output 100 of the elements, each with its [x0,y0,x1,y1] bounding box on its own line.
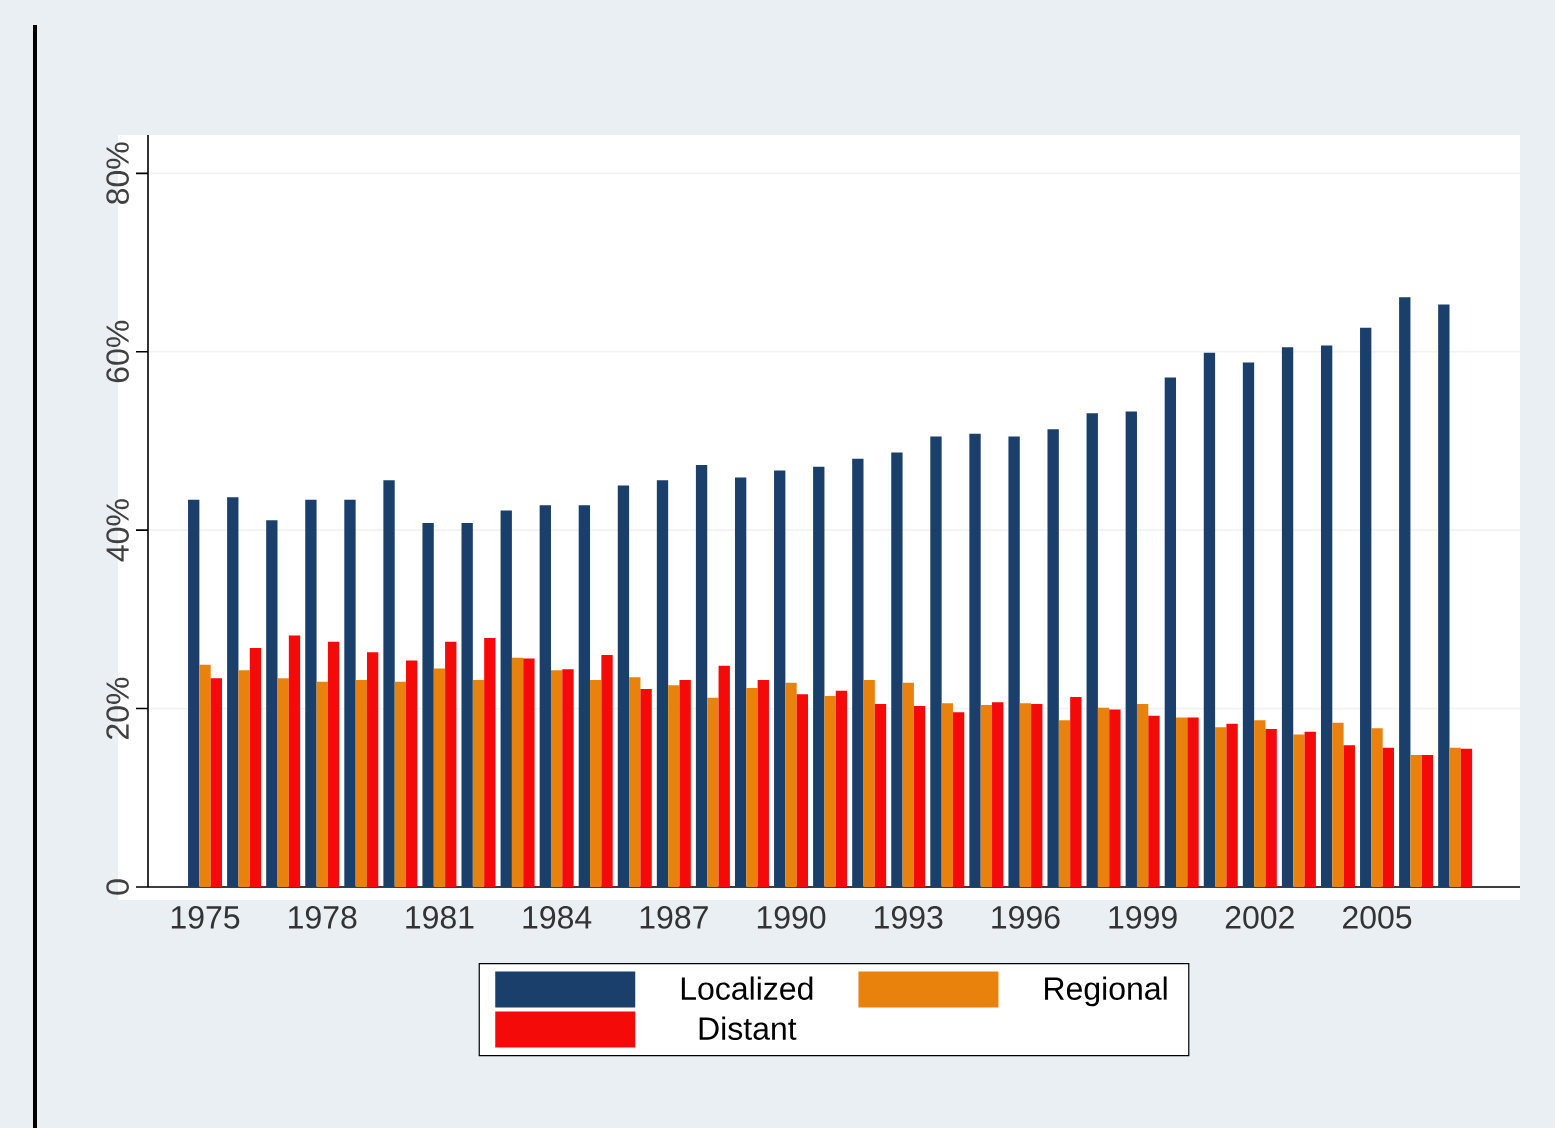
bar [734,477,747,887]
bar [813,466,825,887]
bar [757,680,769,887]
x-tick-label: 1978 [289,906,357,929]
bar [1293,734,1305,887]
bar [1164,377,1177,887]
y-tick-label: 40% [106,499,129,562]
bar [406,660,418,887]
bar [1058,720,1071,887]
bar [913,705,926,887]
bar [305,499,317,887]
bar [656,480,669,887]
bar [1332,722,1344,887]
bar [640,688,652,887]
bar [188,499,200,887]
legend-label: Regional [1045,976,1167,1007]
bar [1203,352,1216,887]
bar [1421,754,1434,887]
bar [718,665,730,887]
bar [617,485,630,887]
bar [1438,304,1450,887]
bar [366,652,379,887]
bar [1399,297,1411,887]
x-tick-label: 1987 [640,906,708,929]
y-tick-label: 80% [106,142,129,204]
bar [1109,709,1121,887]
bar [383,480,395,887]
bar [1125,411,1137,887]
bar [433,668,446,887]
bar [1265,729,1277,887]
bar [422,523,434,887]
bar [902,682,914,887]
bar [824,696,836,887]
bar [1410,754,1422,887]
bar [539,505,551,887]
bar [952,712,965,887]
bar [1343,745,1355,887]
bar [746,688,758,887]
bar [891,452,903,887]
bar [969,433,981,887]
bar [835,690,848,887]
bar [774,470,786,887]
bar [668,685,680,887]
bar [227,497,239,887]
bar [1242,362,1255,887]
bar [1176,717,1188,887]
bar [785,682,797,887]
bar [1320,345,1333,887]
bar [1070,696,1082,887]
bar [1097,707,1110,887]
bar [863,680,875,887]
bar [472,680,485,887]
bar [210,678,223,887]
bar [629,677,641,887]
bar [523,658,535,887]
bar [562,669,574,887]
y-tick-label: 20% [106,677,129,739]
legend-label: Localized [681,976,813,1000]
x-tick-label: 1984 [523,906,592,929]
bar [1460,748,1473,887]
bar [461,523,473,887]
x-tick-label: 1981 [406,906,474,929]
bar [1226,723,1238,887]
bar [511,657,524,887]
bar [266,520,278,887]
x-tick-label: 2002 [1225,906,1294,929]
bar [707,697,719,887]
bar [500,510,512,887]
bar [1215,727,1227,887]
bar [1360,327,1372,887]
x-tick-label: 1996 [992,906,1060,929]
x-tick-label: 1975 [171,906,240,929]
bar [1136,704,1149,887]
bar [590,680,602,887]
bar [1019,703,1032,887]
bar [344,499,356,887]
bar [1371,728,1383,887]
legend-label: Distant [699,1016,797,1040]
bar [1449,747,1461,887]
bar [277,678,289,887]
bar [1148,715,1160,887]
y-tick-label: 0 [106,879,129,895]
bar [199,664,211,887]
bar [1047,429,1059,887]
bar [874,704,887,887]
bar [679,680,691,887]
bar [445,641,457,887]
bar [941,703,953,887]
x-tick-label: 1993 [875,906,943,929]
bar [930,436,942,887]
bar [1031,704,1043,887]
bar [355,680,367,887]
x-tick-label: 1990 [757,906,826,929]
x-tick-label: 2005 [1343,906,1412,929]
bar [316,681,328,887]
bar [1254,720,1266,887]
bar [238,670,250,887]
bar [980,705,993,887]
y-tick-label: 60% [106,320,129,383]
bar [1304,731,1316,887]
